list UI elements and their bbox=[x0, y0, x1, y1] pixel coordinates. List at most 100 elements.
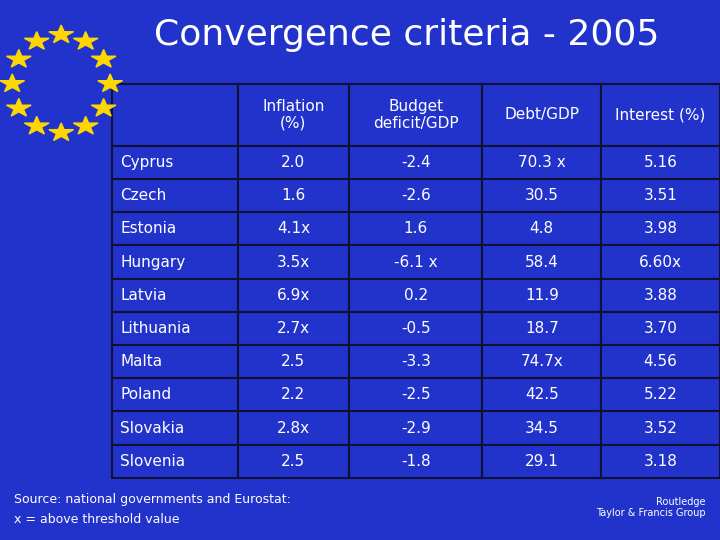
Text: -0.5: -0.5 bbox=[401, 321, 431, 336]
Text: 3.52: 3.52 bbox=[644, 421, 678, 436]
Text: 58.4: 58.4 bbox=[525, 254, 559, 269]
FancyBboxPatch shape bbox=[349, 84, 482, 146]
FancyBboxPatch shape bbox=[482, 445, 601, 478]
Text: 74.7x: 74.7x bbox=[521, 354, 563, 369]
FancyBboxPatch shape bbox=[112, 179, 238, 212]
FancyBboxPatch shape bbox=[482, 378, 601, 411]
Text: 34.5: 34.5 bbox=[525, 421, 559, 436]
Text: Slovakia: Slovakia bbox=[120, 421, 184, 436]
Text: 5.16: 5.16 bbox=[644, 155, 678, 170]
FancyBboxPatch shape bbox=[482, 212, 601, 245]
FancyBboxPatch shape bbox=[601, 345, 720, 378]
Text: 30.5: 30.5 bbox=[525, 188, 559, 203]
FancyBboxPatch shape bbox=[238, 146, 349, 179]
FancyBboxPatch shape bbox=[112, 411, 238, 445]
FancyBboxPatch shape bbox=[112, 345, 238, 378]
FancyBboxPatch shape bbox=[112, 279, 238, 312]
FancyBboxPatch shape bbox=[349, 411, 482, 445]
Text: Estonia: Estonia bbox=[120, 221, 176, 237]
Text: 70.3 x: 70.3 x bbox=[518, 155, 566, 170]
FancyBboxPatch shape bbox=[601, 445, 720, 478]
FancyBboxPatch shape bbox=[482, 84, 601, 146]
FancyBboxPatch shape bbox=[238, 445, 349, 478]
Text: -2.6: -2.6 bbox=[401, 188, 431, 203]
FancyBboxPatch shape bbox=[482, 146, 601, 179]
FancyBboxPatch shape bbox=[482, 312, 601, 345]
Polygon shape bbox=[0, 74, 24, 92]
Text: 3.18: 3.18 bbox=[644, 454, 678, 469]
FancyBboxPatch shape bbox=[112, 312, 238, 345]
Text: 42.5: 42.5 bbox=[525, 387, 559, 402]
FancyBboxPatch shape bbox=[349, 146, 482, 179]
FancyBboxPatch shape bbox=[601, 378, 720, 411]
Polygon shape bbox=[73, 117, 98, 134]
FancyBboxPatch shape bbox=[238, 212, 349, 245]
FancyBboxPatch shape bbox=[601, 312, 720, 345]
Text: Slovenia: Slovenia bbox=[120, 454, 185, 469]
FancyBboxPatch shape bbox=[112, 245, 238, 279]
Text: Malta: Malta bbox=[120, 354, 163, 369]
FancyBboxPatch shape bbox=[601, 279, 720, 312]
Text: 2.5: 2.5 bbox=[282, 454, 305, 469]
FancyBboxPatch shape bbox=[349, 378, 482, 411]
Polygon shape bbox=[6, 98, 31, 116]
Text: 2.5: 2.5 bbox=[282, 354, 305, 369]
Text: Routledge
Taylor & Francis Group: Routledge Taylor & Francis Group bbox=[596, 497, 706, 518]
Text: 6.9x: 6.9x bbox=[276, 288, 310, 303]
Text: 4.1x: 4.1x bbox=[276, 221, 310, 237]
Text: 2.2: 2.2 bbox=[282, 387, 305, 402]
FancyBboxPatch shape bbox=[112, 146, 238, 179]
FancyBboxPatch shape bbox=[112, 84, 238, 146]
FancyBboxPatch shape bbox=[349, 312, 482, 345]
Text: Poland: Poland bbox=[120, 387, 171, 402]
Text: -2.4: -2.4 bbox=[401, 155, 431, 170]
FancyBboxPatch shape bbox=[601, 146, 720, 179]
Text: Budget
deficit/GDP: Budget deficit/GDP bbox=[373, 98, 459, 131]
Text: 3.88: 3.88 bbox=[644, 288, 678, 303]
FancyBboxPatch shape bbox=[482, 345, 601, 378]
Text: Lithuania: Lithuania bbox=[120, 321, 191, 336]
FancyBboxPatch shape bbox=[349, 445, 482, 478]
Polygon shape bbox=[91, 98, 116, 116]
Text: 6.60x: 6.60x bbox=[639, 254, 682, 269]
Text: 3.51: 3.51 bbox=[644, 188, 678, 203]
FancyBboxPatch shape bbox=[349, 345, 482, 378]
FancyBboxPatch shape bbox=[601, 245, 720, 279]
Text: Hungary: Hungary bbox=[120, 254, 186, 269]
Text: -2.5: -2.5 bbox=[401, 387, 431, 402]
Text: -6.1 x: -6.1 x bbox=[394, 254, 438, 269]
Text: -1.8: -1.8 bbox=[401, 454, 431, 469]
FancyBboxPatch shape bbox=[238, 279, 349, 312]
Text: 4.56: 4.56 bbox=[644, 354, 678, 369]
Polygon shape bbox=[24, 31, 49, 49]
Text: Czech: Czech bbox=[120, 188, 166, 203]
FancyBboxPatch shape bbox=[601, 212, 720, 245]
Polygon shape bbox=[49, 25, 73, 43]
Text: -2.9: -2.9 bbox=[401, 421, 431, 436]
FancyBboxPatch shape bbox=[238, 179, 349, 212]
Text: x = above threshold value: x = above threshold value bbox=[14, 513, 180, 526]
Polygon shape bbox=[91, 50, 116, 67]
Text: 4.8: 4.8 bbox=[530, 221, 554, 237]
FancyBboxPatch shape bbox=[601, 411, 720, 445]
FancyBboxPatch shape bbox=[238, 345, 349, 378]
Text: 5.22: 5.22 bbox=[644, 387, 678, 402]
Polygon shape bbox=[49, 123, 73, 140]
Text: 1.6: 1.6 bbox=[404, 221, 428, 237]
Text: 3.5x: 3.5x bbox=[276, 254, 310, 269]
FancyBboxPatch shape bbox=[238, 378, 349, 411]
FancyBboxPatch shape bbox=[349, 212, 482, 245]
FancyBboxPatch shape bbox=[238, 84, 349, 146]
Text: 3.98: 3.98 bbox=[644, 221, 678, 237]
Text: Debt/GDP: Debt/GDP bbox=[504, 107, 580, 122]
Polygon shape bbox=[98, 74, 122, 92]
FancyBboxPatch shape bbox=[482, 245, 601, 279]
FancyBboxPatch shape bbox=[601, 179, 720, 212]
Text: 3.70: 3.70 bbox=[644, 321, 678, 336]
FancyBboxPatch shape bbox=[112, 445, 238, 478]
FancyBboxPatch shape bbox=[238, 411, 349, 445]
Text: 0.2: 0.2 bbox=[404, 288, 428, 303]
Text: 11.9: 11.9 bbox=[525, 288, 559, 303]
FancyBboxPatch shape bbox=[238, 245, 349, 279]
Text: Latvia: Latvia bbox=[120, 288, 167, 303]
